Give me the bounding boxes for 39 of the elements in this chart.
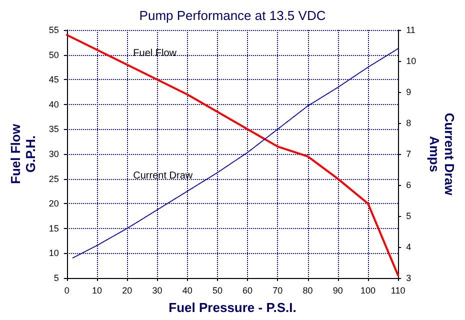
y2-tick-label: 6 [406, 180, 412, 190]
y-tick-label: 20 [48, 198, 59, 209]
y-tick-label: 35 [48, 124, 59, 134]
x-tick-label: 60 [242, 286, 253, 296]
y-axis-title: Fuel Flow G.P.H. [8, 123, 38, 184]
x-tick-label: 50 [212, 286, 222, 296]
x-tick-label: 90 [332, 286, 343, 296]
x-tick-label: 40 [182, 286, 192, 296]
y2-tick-label: 9 [406, 87, 412, 97]
chart-title: Pump Performance at 13.5 VDC [139, 8, 326, 23]
line-series [72, 48, 399, 258]
y-tick-label: 25 [48, 174, 59, 184]
y-tick-label: 45 [48, 74, 59, 85]
x-tick-label: 70 [272, 286, 283, 296]
y-tick-label: 5 [54, 273, 59, 283]
series-label: Fuel Flow [133, 48, 178, 60]
y-tick-label: 15 [48, 223, 59, 234]
series-label: Current Draw [133, 170, 194, 182]
y-tick-label: 10 [48, 248, 59, 258]
x-tick-label: 100 [360, 286, 376, 296]
x-axis-title: Fuel Pressure - P.S.I. [168, 300, 296, 315]
y-tick-label: 30 [48, 149, 59, 159]
y2-axis-title: Current Draw Amps [427, 112, 457, 196]
y-tick-label: 55 [48, 25, 59, 35]
x-tick-label: 10 [92, 286, 102, 296]
y2-tick-label: 4 [406, 242, 412, 252]
x-tick-label: 110 [390, 286, 406, 296]
y2-tick-label: 10 [406, 56, 416, 66]
y-tick-label: 40 [48, 99, 59, 110]
y2-tick-label: 5 [406, 211, 412, 221]
y2-tick-label: 7 [406, 149, 412, 159]
y-tick-label: 50 [48, 50, 59, 60]
x-tick-label: 0 [64, 286, 70, 296]
x-tick-label: 30 [152, 286, 162, 296]
y2-tick-label: 8 [406, 118, 412, 128]
y2-tick-label: 3 [406, 273, 412, 283]
x-tick-label: 20 [122, 286, 132, 296]
y2-tick-label: 11 [406, 25, 416, 35]
x-tick-label: 80 [302, 286, 313, 296]
